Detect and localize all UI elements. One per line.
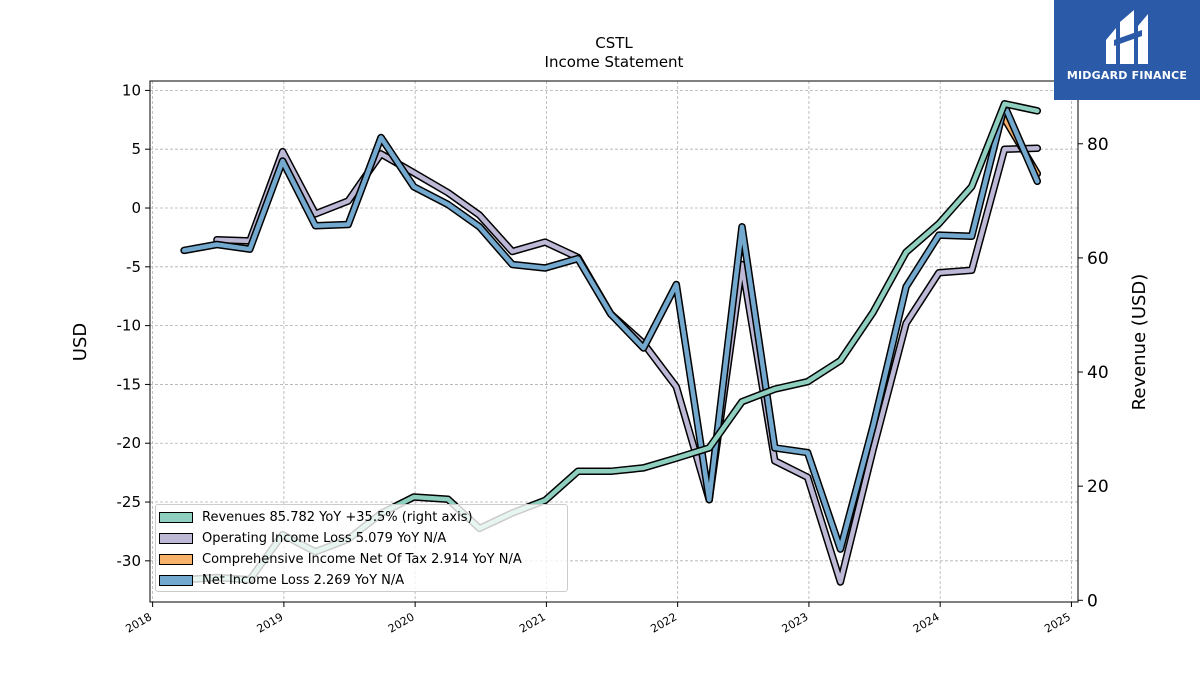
y-left-tick-label: -15 (117, 375, 142, 393)
series-line-net-income-loss (181, 103, 1040, 552)
y-left-tick-label: 10 (122, 81, 141, 99)
x-tick-label: 2019 (255, 610, 286, 635)
axes: 2018 2019 2020 2021 2022 2023 2024 2025 10 5 0 -5 -1… (117, 80, 1109, 636)
y-left-tick-label: -20 (117, 434, 142, 452)
y-axis-right-label: Revenue (USD) (1129, 274, 1150, 411)
x-tick-label: 2021 (517, 610, 548, 635)
y-left-tick-label: -5 (126, 258, 141, 276)
legend-swatch (159, 574, 193, 586)
series-outline-net-income-loss (180, 101, 1042, 553)
legend-swatch (159, 553, 193, 565)
legend-item-net-income: Net Income Loss 2.269 YoY N/A (156, 570, 404, 590)
y-left-tick-label: 5 (131, 140, 141, 158)
x-tick-label: 2025 (1042, 610, 1073, 635)
y-axis-left-label: USD (70, 323, 91, 361)
x-tick-label: 2024 (911, 610, 942, 635)
legend-label: Net Income Loss 2.269 YoY N/A (202, 572, 405, 588)
legend-swatch (159, 532, 193, 544)
y-left-tick-label: 0 (131, 199, 141, 217)
logo-text: MIDGARD FINANCE (1066, 69, 1188, 82)
legend-swatch (159, 511, 193, 523)
y-left-tick-label: -30 (117, 552, 142, 570)
y-right-tick-label: 0 (1087, 591, 1098, 611)
y-right-tick-label: 80 (1087, 135, 1109, 155)
logo-mark-icon (1106, 10, 1148, 64)
legend-label: Comprehensive Income Net Of Tax 2.914 Yo… (202, 551, 522, 567)
y-right-tick-label: 40 (1087, 363, 1109, 383)
y-left-tick-label: -10 (117, 317, 142, 335)
chart-title: CSTL (595, 34, 633, 52)
legend-label: Operating Income Loss 5.079 YoY N/A (202, 530, 447, 546)
x-tick-label: 2023 (780, 610, 811, 635)
chart-subtitle: Income Statement (545, 53, 684, 71)
x-tick-label: 2020 (386, 610, 417, 635)
legend-label: Revenues 85.782 YoY +35.5% (right axis) (202, 509, 473, 525)
legend-item-revenues: Revenues 85.782 YoY +35.5% (right axis) (156, 507, 473, 527)
y-right-tick-label: 20 (1087, 477, 1109, 497)
x-tick-label: 2022 (648, 610, 679, 635)
brand-logo: MIDGARD FINANCE (1054, 0, 1200, 100)
y-left-tick-label: -25 (117, 493, 142, 511)
x-tick-label: 2018 (123, 610, 154, 635)
chart-legend: Revenues 85.782 YoY +35.5% (right axis) … (155, 504, 568, 592)
y-right-tick-label: 60 (1087, 249, 1109, 269)
legend-item-comprehensive-income: Comprehensive Income Net Of Tax 2.914 Yo… (156, 549, 522, 569)
legend-item-operating-income: Operating Income Loss 5.079 YoY N/A (156, 528, 446, 548)
plot-frame (149, 80, 1079, 603)
